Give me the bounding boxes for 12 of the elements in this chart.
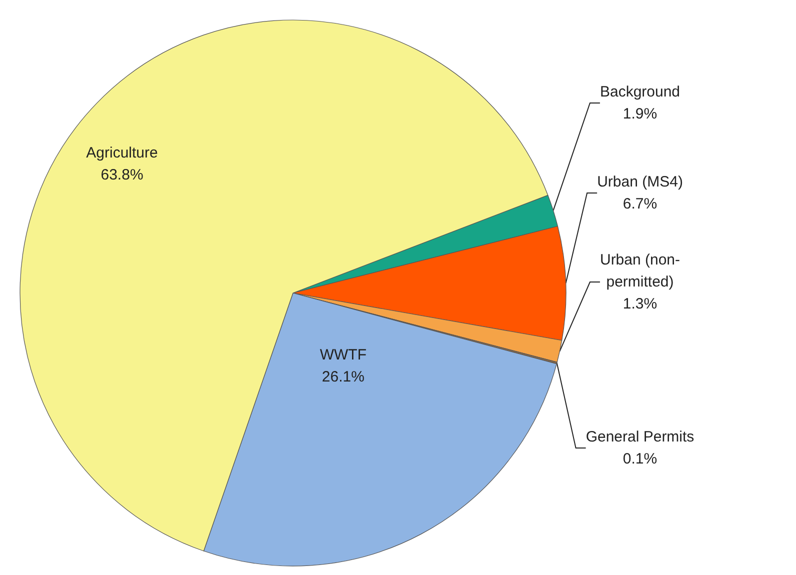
slice-label: Urban (MS4) xyxy=(597,174,683,190)
data-label: 0.1% xyxy=(622,450,658,468)
data-label: 1.3% xyxy=(622,296,658,312)
slice-label: Urban (non-permitted) xyxy=(600,252,680,290)
slice-label: WWTF xyxy=(320,346,366,364)
slice-label: Background xyxy=(600,84,680,100)
slice-label: Agriculture xyxy=(86,144,158,162)
data-label: 26.1% xyxy=(322,368,364,386)
data-label: 63.8% xyxy=(100,166,144,184)
data-label: 1.9% xyxy=(622,106,658,122)
data-label: 6.7% xyxy=(622,196,658,212)
slice-label: General Permits xyxy=(586,428,694,446)
